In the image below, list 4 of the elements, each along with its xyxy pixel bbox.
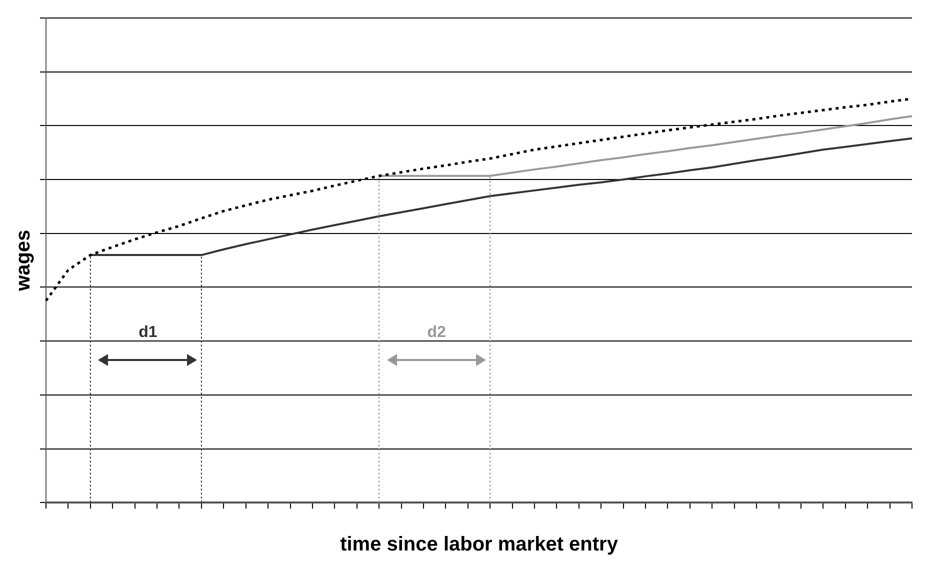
y-axis-title: wages — [12, 230, 35, 292]
x-axis-title: time since labor market entry — [340, 534, 619, 556]
annotation: d2 — [426, 324, 447, 342]
annotation: d1 — [138, 324, 158, 342]
